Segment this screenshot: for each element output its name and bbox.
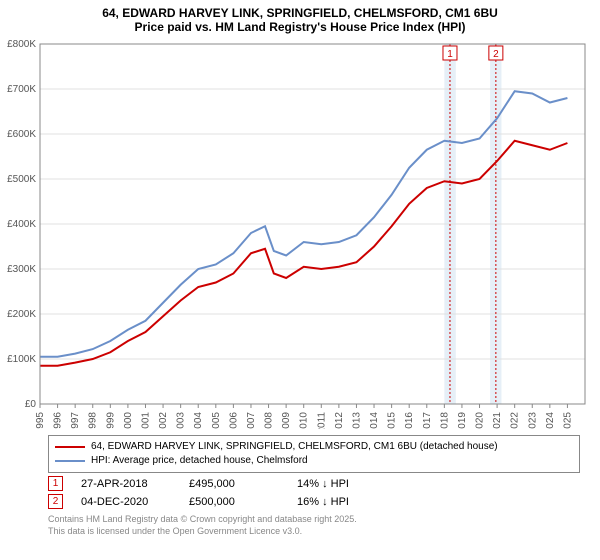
svg-text:1999: 1999 [105, 412, 116, 429]
svg-text:2022: 2022 [510, 412, 521, 429]
svg-text:1995: 1995 [35, 412, 46, 429]
sale-date: 27-APR-2018 [81, 478, 171, 490]
svg-text:2004: 2004 [193, 412, 204, 429]
svg-text:2021: 2021 [492, 412, 503, 429]
sale-row: 1 27-APR-2018 £495,000 14% ↓ HPI [48, 476, 600, 491]
legend-swatch [55, 446, 85, 448]
legend-label: HPI: Average price, detached house, Chel… [91, 454, 308, 468]
svg-text:£300K: £300K [7, 264, 36, 275]
chart-titles: 64, EDWARD HARVEY LINK, SPRINGFIELD, CHE… [0, 0, 600, 34]
svg-text:2014: 2014 [369, 412, 380, 429]
svg-text:2018: 2018 [439, 412, 450, 429]
footer-attribution: Contains HM Land Registry data © Crown c… [48, 513, 600, 537]
svg-text:2024: 2024 [545, 412, 556, 429]
svg-text:2020: 2020 [475, 412, 486, 429]
chart-container: 64, EDWARD HARVEY LINK, SPRINGFIELD, CHE… [0, 0, 600, 560]
sale-row: 2 04-DEC-2020 £500,000 16% ↓ HPI [48, 494, 600, 509]
legend-swatch [55, 460, 85, 462]
svg-text:2011: 2011 [316, 412, 327, 429]
svg-text:2009: 2009 [281, 412, 292, 429]
sale-delta: 16% ↓ HPI [297, 496, 387, 508]
svg-text:2017: 2017 [422, 412, 433, 429]
title-line-1: 64, EDWARD HARVEY LINK, SPRINGFIELD, CHE… [0, 6, 600, 20]
svg-text:2008: 2008 [264, 412, 275, 429]
svg-text:£100K: £100K [7, 354, 36, 365]
svg-text:2006: 2006 [228, 412, 239, 429]
svg-text:2000: 2000 [123, 412, 134, 429]
svg-text:2012: 2012 [334, 412, 345, 429]
legend-item: HPI: Average price, detached house, Chel… [55, 454, 573, 468]
footer-line-1: Contains HM Land Registry data © Crown c… [48, 513, 600, 525]
svg-text:2010: 2010 [299, 412, 310, 429]
svg-text:2001: 2001 [140, 412, 151, 429]
svg-text:£500K: £500K [7, 174, 36, 185]
sale-price: £500,000 [189, 496, 279, 508]
sale-date: 04-DEC-2020 [81, 496, 171, 508]
legend-item: 64, EDWARD HARVEY LINK, SPRINGFIELD, CHE… [55, 440, 573, 454]
svg-text:£0: £0 [25, 399, 37, 410]
price-chart: £0 £100K £200K £300K £400K £500K £600K £700K £80… [0, 34, 600, 429]
svg-text:2002: 2002 [158, 412, 169, 429]
svg-text:2016: 2016 [404, 412, 415, 429]
sale-marker-number: 1 [48, 476, 63, 491]
svg-text:£700K: £700K [7, 84, 36, 95]
footer-line-2: This data is licensed under the Open Gov… [48, 525, 600, 537]
svg-text:2: 2 [493, 49, 499, 60]
svg-text:£400K: £400K [7, 219, 36, 230]
svg-text:2003: 2003 [176, 412, 187, 429]
svg-text:1997: 1997 [70, 412, 81, 429]
svg-text:£800K: £800K [7, 39, 36, 50]
sale-price: £495,000 [189, 478, 279, 490]
svg-text:2025: 2025 [562, 412, 573, 429]
legend: 64, EDWARD HARVEY LINK, SPRINGFIELD, CHE… [48, 435, 580, 473]
svg-text:1998: 1998 [88, 412, 99, 429]
sale-marker-number: 2 [48, 494, 63, 509]
svg-text:2019: 2019 [457, 412, 468, 429]
svg-text:1996: 1996 [53, 412, 64, 429]
svg-text:£200K: £200K [7, 309, 36, 320]
svg-text:£600K: £600K [7, 129, 36, 140]
svg-text:2023: 2023 [527, 412, 538, 429]
svg-text:2013: 2013 [351, 412, 362, 429]
svg-text:2005: 2005 [211, 412, 222, 429]
svg-text:2015: 2015 [387, 412, 398, 429]
title-line-2: Price paid vs. HM Land Registry's House … [0, 20, 600, 34]
sales-markers: 1 27-APR-2018 £495,000 14% ↓ HPI 2 04-DEC-202… [0, 476, 600, 509]
sale-delta: 14% ↓ HPI [297, 478, 387, 490]
svg-text:2007: 2007 [246, 412, 257, 429]
legend-label: 64, EDWARD HARVEY LINK, SPRINGFIELD, CHE… [91, 440, 498, 454]
svg-text:1: 1 [447, 49, 453, 60]
